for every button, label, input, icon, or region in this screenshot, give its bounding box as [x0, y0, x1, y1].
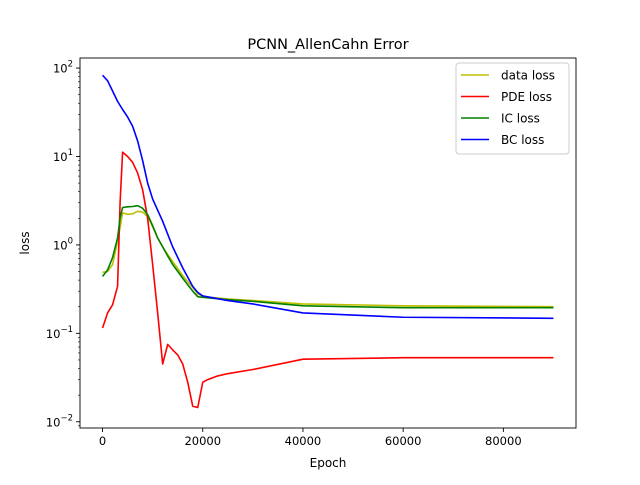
y-tick-label: 10−1	[46, 325, 73, 341]
legend-box	[455, 62, 570, 155]
y-tick-label-base: 10	[53, 62, 68, 76]
y-tick-label-base: 10	[46, 327, 61, 341]
y-tick-label: 101	[53, 148, 73, 164]
x-tick-label: 80000	[485, 434, 522, 448]
y-tick-label: 100	[53, 236, 73, 252]
y-tick-label-exponent: 1	[68, 148, 73, 158]
y-tick-label-exponent: −1	[60, 325, 73, 335]
x-tick-label: 40000	[285, 434, 322, 448]
x-axis-label: Epoch	[310, 456, 347, 470]
y-axis-label: loss	[18, 231, 32, 254]
plot-area	[101, 74, 554, 409]
y-tick-label-exponent: −2	[60, 413, 73, 423]
x-tick-label: 0	[99, 434, 106, 448]
x-tick-label: 20000	[184, 434, 221, 448]
legend-label: data loss	[501, 69, 555, 83]
y-tick-label-base: 10	[46, 415, 61, 429]
x-axis-ticks: 0 20000 40000 60000 80000	[99, 428, 522, 448]
plot-frame	[79, 57, 577, 429]
y-tick-label: 10−2	[46, 413, 73, 429]
legend-label: BC loss	[501, 133, 544, 147]
chart-title: PCNN_AllenCahn Error	[247, 37, 408, 53]
series-line-bc-loss	[101, 74, 554, 320]
y-tick-label-base: 10	[53, 150, 68, 164]
legend: data loss PDE loss IC loss BC loss	[455, 62, 570, 155]
y-tick-label-base: 10	[53, 238, 68, 252]
series-line-pde-loss	[101, 151, 554, 409]
y-tick-label: 102	[53, 60, 73, 76]
y-tick-label-exponent: 0	[68, 236, 73, 246]
x-tick-label: 60000	[385, 434, 422, 448]
y-tick-label-exponent: 2	[68, 60, 73, 70]
legend-label: PDE loss	[501, 90, 552, 104]
legend-label: IC loss	[501, 112, 540, 126]
